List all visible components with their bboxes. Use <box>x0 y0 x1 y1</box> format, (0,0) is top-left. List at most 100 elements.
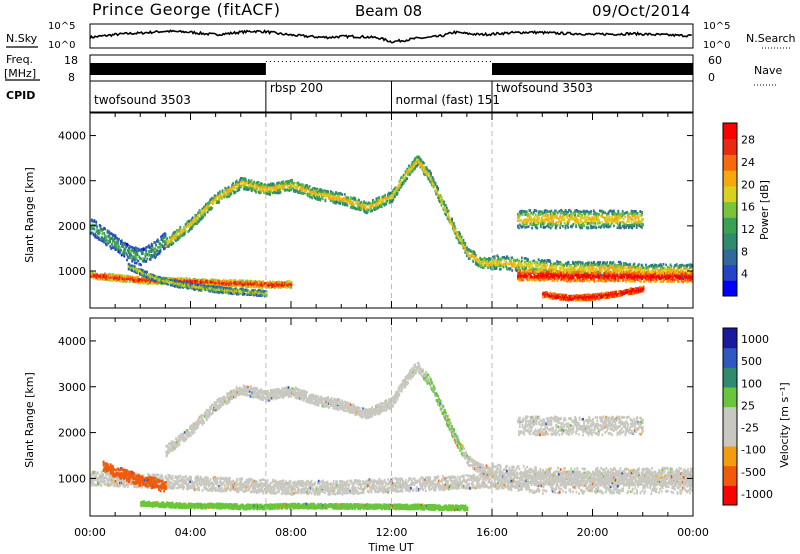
heat-cell <box>165 244 168 247</box>
heat-cell <box>560 223 562 226</box>
heat-cell <box>409 165 412 169</box>
heat-cell <box>482 262 484 266</box>
heat-cell <box>230 287 233 291</box>
sky-tick-top: 10^5 <box>48 21 75 32</box>
heat-cell <box>151 273 154 277</box>
heat-cell <box>493 257 496 260</box>
heat-cell <box>621 224 624 228</box>
heat-cell <box>551 268 554 271</box>
heat-cell <box>613 219 615 223</box>
heat-cell <box>302 192 305 195</box>
heat-cell <box>175 239 177 243</box>
heat-cell <box>607 223 610 226</box>
heat-cell <box>277 286 280 289</box>
heat-cell <box>466 247 468 251</box>
heat-cell <box>329 190 332 193</box>
heat-cell <box>603 216 606 220</box>
heat-cell <box>591 216 594 220</box>
heat-cell <box>557 221 560 224</box>
heat-cell <box>212 202 214 206</box>
heat-cell <box>334 192 336 196</box>
heat-cell <box>467 251 469 254</box>
heat-cell <box>203 279 206 283</box>
heat-cell <box>336 192 338 195</box>
heat-cell <box>581 225 584 228</box>
heat-cell <box>521 213 524 216</box>
heat-cell <box>514 261 516 265</box>
heat-cell <box>282 182 285 186</box>
heat-cell <box>462 246 465 250</box>
heat-cell <box>277 283 280 287</box>
heat-cell <box>447 209 450 213</box>
heat-cell <box>257 182 260 186</box>
heat-cell <box>322 192 325 196</box>
heat-cell <box>558 209 561 213</box>
heat-cell <box>351 206 354 210</box>
heat-cell <box>222 278 225 282</box>
heat-cell <box>437 187 439 190</box>
heat-cell <box>326 192 329 196</box>
heat-cell <box>544 266 547 269</box>
heat-cell <box>479 263 482 266</box>
heat-cell <box>95 220 98 224</box>
heat-cell <box>148 258 151 261</box>
heat-cell <box>506 262 508 265</box>
heat-cell <box>514 267 517 270</box>
heat-cell <box>271 191 274 195</box>
heat-cell <box>350 197 352 200</box>
heat-cell <box>623 222 626 226</box>
heat-cell <box>601 215 604 219</box>
heat-cell <box>540 210 543 214</box>
heat-cell <box>400 185 402 189</box>
heat-cell <box>163 236 166 239</box>
heat-cell <box>424 168 427 172</box>
heat-cell <box>497 263 500 267</box>
heat-cell <box>406 177 409 180</box>
heat-cell <box>262 281 265 284</box>
heat-cell <box>221 189 224 192</box>
heat-cell <box>282 187 285 191</box>
heat-cell <box>426 174 429 178</box>
heat-cell <box>527 212 530 216</box>
heat-cell <box>337 192 340 195</box>
heat-cell <box>391 200 394 203</box>
heat-cell <box>227 291 230 295</box>
heat-cell <box>551 264 554 267</box>
heat-cell <box>187 225 190 228</box>
heat-cell <box>452 222 455 225</box>
heat-cell <box>593 225 596 229</box>
heat-cell <box>154 279 157 283</box>
heat-cell <box>119 251 121 255</box>
heat-cell <box>326 194 329 197</box>
heat-cell <box>610 222 613 226</box>
heat-cell <box>243 185 246 189</box>
freq-tick-top: 18 <box>64 54 78 67</box>
heat-cell <box>149 256 152 260</box>
heat-cell <box>438 196 440 200</box>
heat-cell <box>575 265 578 268</box>
heat-cell <box>497 257 500 261</box>
heat-cell <box>221 280 224 283</box>
heat-cell <box>586 220 589 223</box>
heat-cell <box>409 173 411 176</box>
heat-cell <box>471 255 474 258</box>
heat-cell <box>308 195 311 199</box>
heat-cell <box>549 259 551 263</box>
heat-cell <box>123 251 126 254</box>
heat-cell <box>162 238 164 241</box>
heat-cell <box>151 278 154 281</box>
heat-cell <box>101 238 104 241</box>
heat-cell <box>600 225 603 228</box>
heat-cell <box>377 203 380 207</box>
heat-cell <box>598 219 600 223</box>
heat-cell <box>548 260 551 263</box>
heat-cell <box>280 280 283 284</box>
heat-cell <box>172 234 175 238</box>
heat-cell <box>531 262 534 266</box>
heat-cell <box>313 188 315 192</box>
heat-cell <box>183 277 185 280</box>
heat-cell <box>553 265 556 268</box>
heat-cell <box>333 193 336 196</box>
heat-cell <box>321 197 324 200</box>
heat-cell <box>226 287 228 290</box>
